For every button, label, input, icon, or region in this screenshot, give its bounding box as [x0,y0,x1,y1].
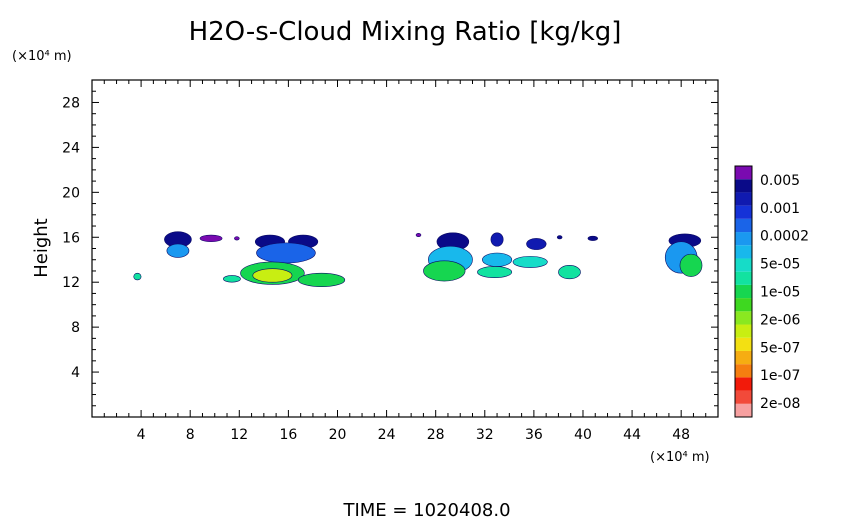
colorbar-label: 0.005 [760,173,800,189]
colorbar-swatch [735,350,752,365]
cloud-region [415,233,422,238]
x-unit-label: (×10⁴ m) [650,450,710,465]
colorbar-swatch [735,403,752,417]
colorbar-swatch [735,179,752,193]
colorbar-swatch [735,271,752,285]
y-tick-label: 20 [62,185,80,201]
colorbar-label: 5e-05 [760,257,800,273]
colorbar-swatch [735,337,752,351]
colorbar-frame [734,165,753,418]
colorbar-swatch [735,311,752,325]
x-tick-label: 16 [279,427,297,443]
y-tick-label: 8 [71,320,80,336]
colorbar-label: 2e-08 [760,396,800,412]
cloud-region [297,272,346,287]
cloud-region [512,256,548,268]
cloud-layer [133,231,703,287]
colorbar-swatch [735,218,752,233]
cloud-region [223,275,241,283]
colorbar-label: 5e-07 [760,340,800,356]
colorbar-label: 0.0002 [760,229,809,245]
x-tick-label: 48 [672,427,690,443]
y-unit-label: (×10⁴ m) [12,49,72,64]
cloud-region [482,252,513,267]
colorbar-swatch [735,258,752,272]
colorbar-label: 1e-05 [760,285,800,301]
cloud-region [587,235,599,241]
cloud-region [199,234,223,243]
colorbar-swatch [735,205,752,219]
colorbar-swatch [735,232,752,246]
cloud-region [234,236,240,241]
colorbar-label: 0.001 [760,201,800,217]
y-tick-label: 4 [71,365,80,381]
x-tick-label: 12 [230,427,248,443]
y-tick-label: 16 [62,230,80,246]
x-tick-label: 4 [137,427,146,443]
colorbar-swatch [735,284,752,299]
time-footer: TIME = 1020408.0 [342,500,510,519]
x-tick-label: 20 [329,427,347,443]
x-tick-label: 24 [378,427,396,443]
colorbar-swatch [735,390,752,404]
colorbar-swatch [735,245,752,259]
colorbar-swatch [735,192,752,206]
x-tick-label: 32 [476,427,494,443]
colorbar-swatch [735,377,752,391]
colorbar: 0.005 0.001 0.0002 5e-05 1e-05 2e-06 5e-07 1e-0… [734,165,809,418]
x-tick-label: 28 [427,427,445,443]
colorbar-label: 1e-07 [760,368,800,384]
cloud-region [490,232,504,247]
cloud-region [166,243,190,258]
cloud-region [558,265,581,280]
cloud-region [679,253,703,277]
y-tick-label: 24 [62,140,80,156]
cloud-region [477,266,513,279]
cloud-region [556,235,563,240]
x-axis: 4 8 12 16 20 24 28 32 36 40 44 48 [103,80,707,443]
x-tick-label: 44 [623,427,641,443]
y-tick-label: 28 [62,95,80,111]
cloud-region [256,242,316,264]
y-tick-label: 12 [62,275,80,291]
cloud-region [133,272,142,281]
cloud-region [526,238,547,250]
colorbar-label: 2e-06 [760,312,800,328]
cloud-region [423,260,466,282]
y-axis-label: Height [31,218,52,278]
x-tick-label: 8 [186,427,195,443]
y-axis: 4 8 12 16 20 24 28 [62,90,718,407]
colorbar-swatch [735,364,752,378]
cloud-region [252,268,293,283]
colorbar-swatch [735,324,752,338]
colorbar-swatch [735,166,752,180]
chart-title: H2O-s-Cloud Mixing Ratio [kg/kg] [189,17,622,47]
x-tick-label: 40 [574,427,592,443]
colorbar-swatch [735,298,752,312]
x-tick-label: 36 [525,427,543,443]
